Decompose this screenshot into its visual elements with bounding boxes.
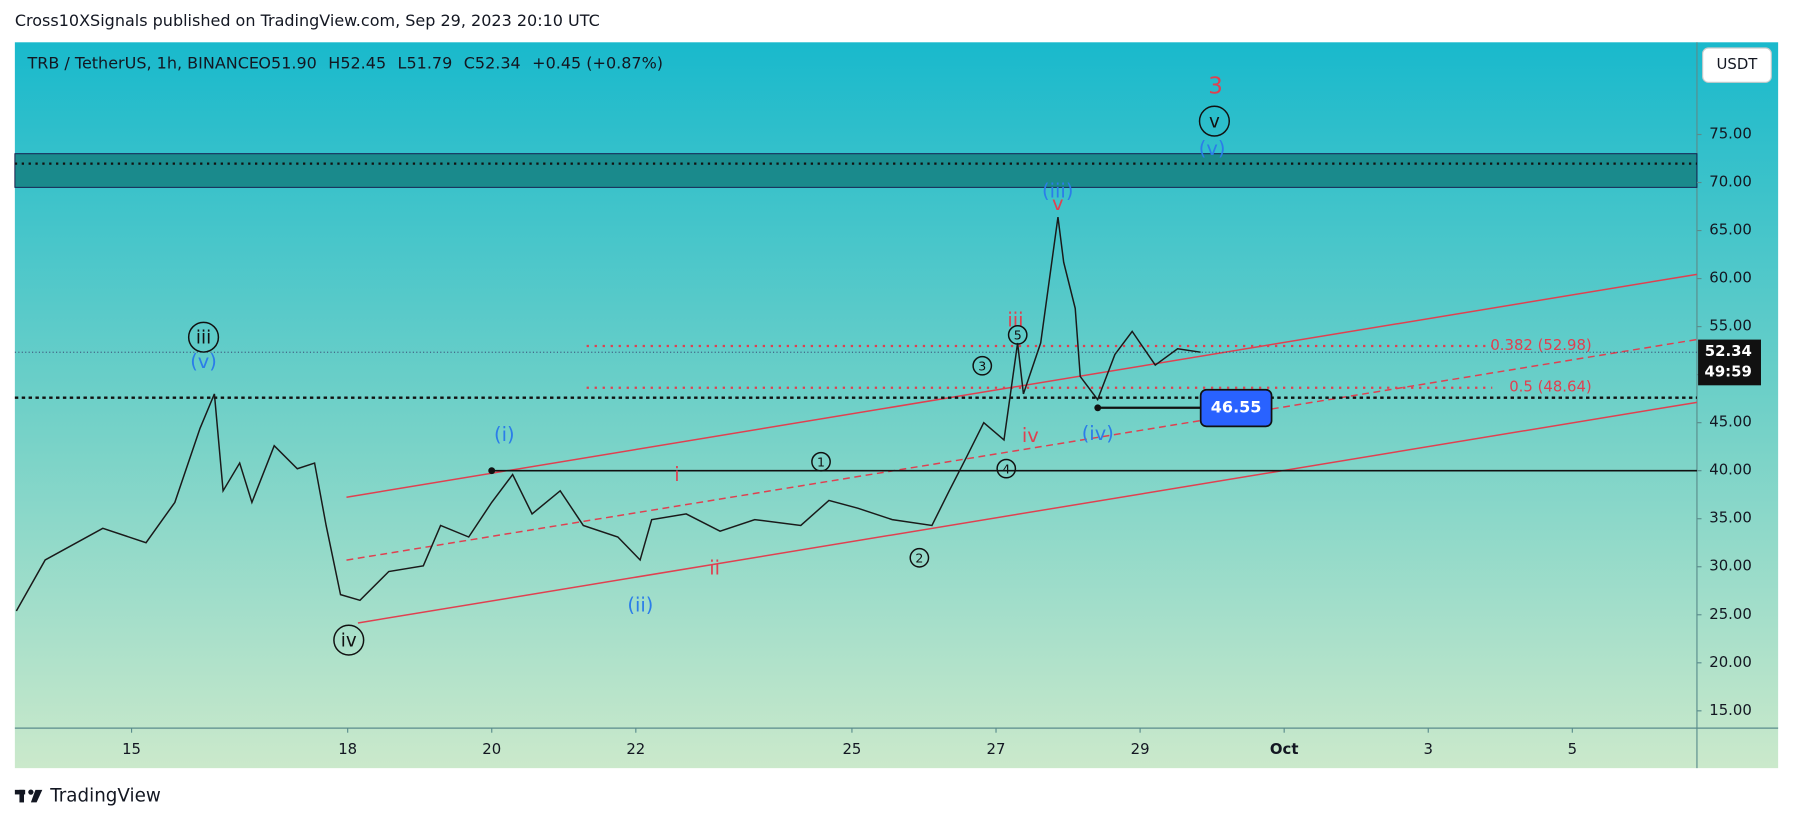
y-tick-label: 60.00 xyxy=(1709,269,1752,287)
line-anchor xyxy=(488,467,496,475)
marker-box xyxy=(1199,388,1273,428)
price-line xyxy=(15,216,1201,612)
wave-label: (v) xyxy=(1199,137,1226,160)
wave-label: 5 xyxy=(1014,328,1022,343)
currency-label: USDT xyxy=(1717,55,1759,73)
wave-label: (ii) xyxy=(627,593,653,616)
wave-label: i xyxy=(674,463,679,486)
wave-circle xyxy=(1198,105,1231,137)
wave-label: (iv) xyxy=(1082,422,1114,445)
publisher: Cross10XSignals published on TradingView… xyxy=(15,11,600,30)
wave-circle xyxy=(1007,325,1028,345)
wave-label: v xyxy=(1209,111,1220,132)
wave-circle xyxy=(333,624,365,656)
y-tick-label: 45.00 xyxy=(1709,413,1752,431)
wave-label: (iii) xyxy=(1042,180,1073,203)
x-tick-label: 27 xyxy=(987,740,1006,758)
wave-label: ii xyxy=(709,557,720,580)
legend-value: +0.45 (+0.87%) xyxy=(532,54,663,73)
y-tick-label: 35.00 xyxy=(1709,509,1752,527)
y-tick-label: 75.00 xyxy=(1709,125,1752,143)
plot: 15.0020.0025.0030.0035.0040.0045.0050.00… xyxy=(14,73,1761,758)
wave-label: 3 xyxy=(1208,73,1223,99)
currency-button[interactable] xyxy=(1702,47,1772,83)
price-tag xyxy=(1698,339,1761,386)
wave-circle xyxy=(909,547,930,568)
legend-value: L51.79 xyxy=(398,54,453,73)
y-tick-label: 40.00 xyxy=(1709,461,1752,479)
wave-label: iii xyxy=(196,327,211,348)
y-tick-label: 70.00 xyxy=(1709,173,1752,191)
x-tick-label: 29 xyxy=(1131,740,1150,758)
wave-label: v xyxy=(1052,192,1064,215)
x-tick-label: 5 xyxy=(1568,740,1577,758)
wave-label: 3 xyxy=(978,358,986,373)
y-tick-label: 15.00 xyxy=(1709,701,1752,719)
wave-label: (i) xyxy=(494,423,515,446)
chart-background xyxy=(14,42,1779,769)
wave-label: iv xyxy=(341,630,357,651)
x-tick-label: 20 xyxy=(482,740,501,758)
y-tick-label: 30.00 xyxy=(1709,557,1752,575)
logo-mark xyxy=(19,789,25,803)
x-tick-label: 22 xyxy=(626,740,645,758)
fib-label: 0.5 (48.64) xyxy=(1509,378,1592,396)
wave-label: (v) xyxy=(190,350,217,373)
logo-mark xyxy=(30,789,43,803)
wave-label: iv xyxy=(1022,424,1039,447)
marker-label: 46.55 xyxy=(1211,398,1262,417)
logo-mark xyxy=(28,789,34,795)
y-tick-label: 25.00 xyxy=(1709,605,1752,623)
price-tag-value: 52.34 xyxy=(1705,342,1752,360)
x-tick-label: 25 xyxy=(842,740,861,758)
wave-circle xyxy=(972,355,993,376)
wave-circle xyxy=(811,451,831,472)
channel-lower xyxy=(357,401,1698,624)
resistance-zone xyxy=(14,153,1698,188)
x-tick-label: 3 xyxy=(1424,740,1433,758)
y-tick-label: 65.00 xyxy=(1709,221,1752,239)
channel-upper xyxy=(346,273,1698,498)
wave-label: 4 xyxy=(1002,461,1010,476)
y-tick-label: 55.00 xyxy=(1709,317,1752,335)
legend-value: C52.34 xyxy=(464,54,521,73)
marker-dot xyxy=(1094,404,1102,412)
x-tick-label: 15 xyxy=(122,740,141,758)
fib-label: 0.382 (52.98) xyxy=(1490,336,1591,354)
price-tag-countdown: 49:59 xyxy=(1705,363,1752,381)
wave-circle xyxy=(996,458,1017,479)
wave-circle xyxy=(187,321,220,353)
ohlc-legend: O51.90 H52.45 L51.79 C52.34 +0.45 (+0.87%) xyxy=(258,54,663,73)
symbol-title: TRB / TetherUS, 1h, BINANCE xyxy=(26,54,259,73)
legend-value: O51.90 xyxy=(258,54,316,73)
wave-label: 1 xyxy=(817,454,825,469)
x-tick-label: 18 xyxy=(338,740,357,758)
y-tick-label: 20.00 xyxy=(1709,653,1752,671)
logo-text: TradingView xyxy=(49,786,161,807)
wave-label: 2 xyxy=(915,550,923,565)
legend-value: H52.45 xyxy=(328,54,386,73)
x-tick-label: Oct xyxy=(1270,740,1299,758)
